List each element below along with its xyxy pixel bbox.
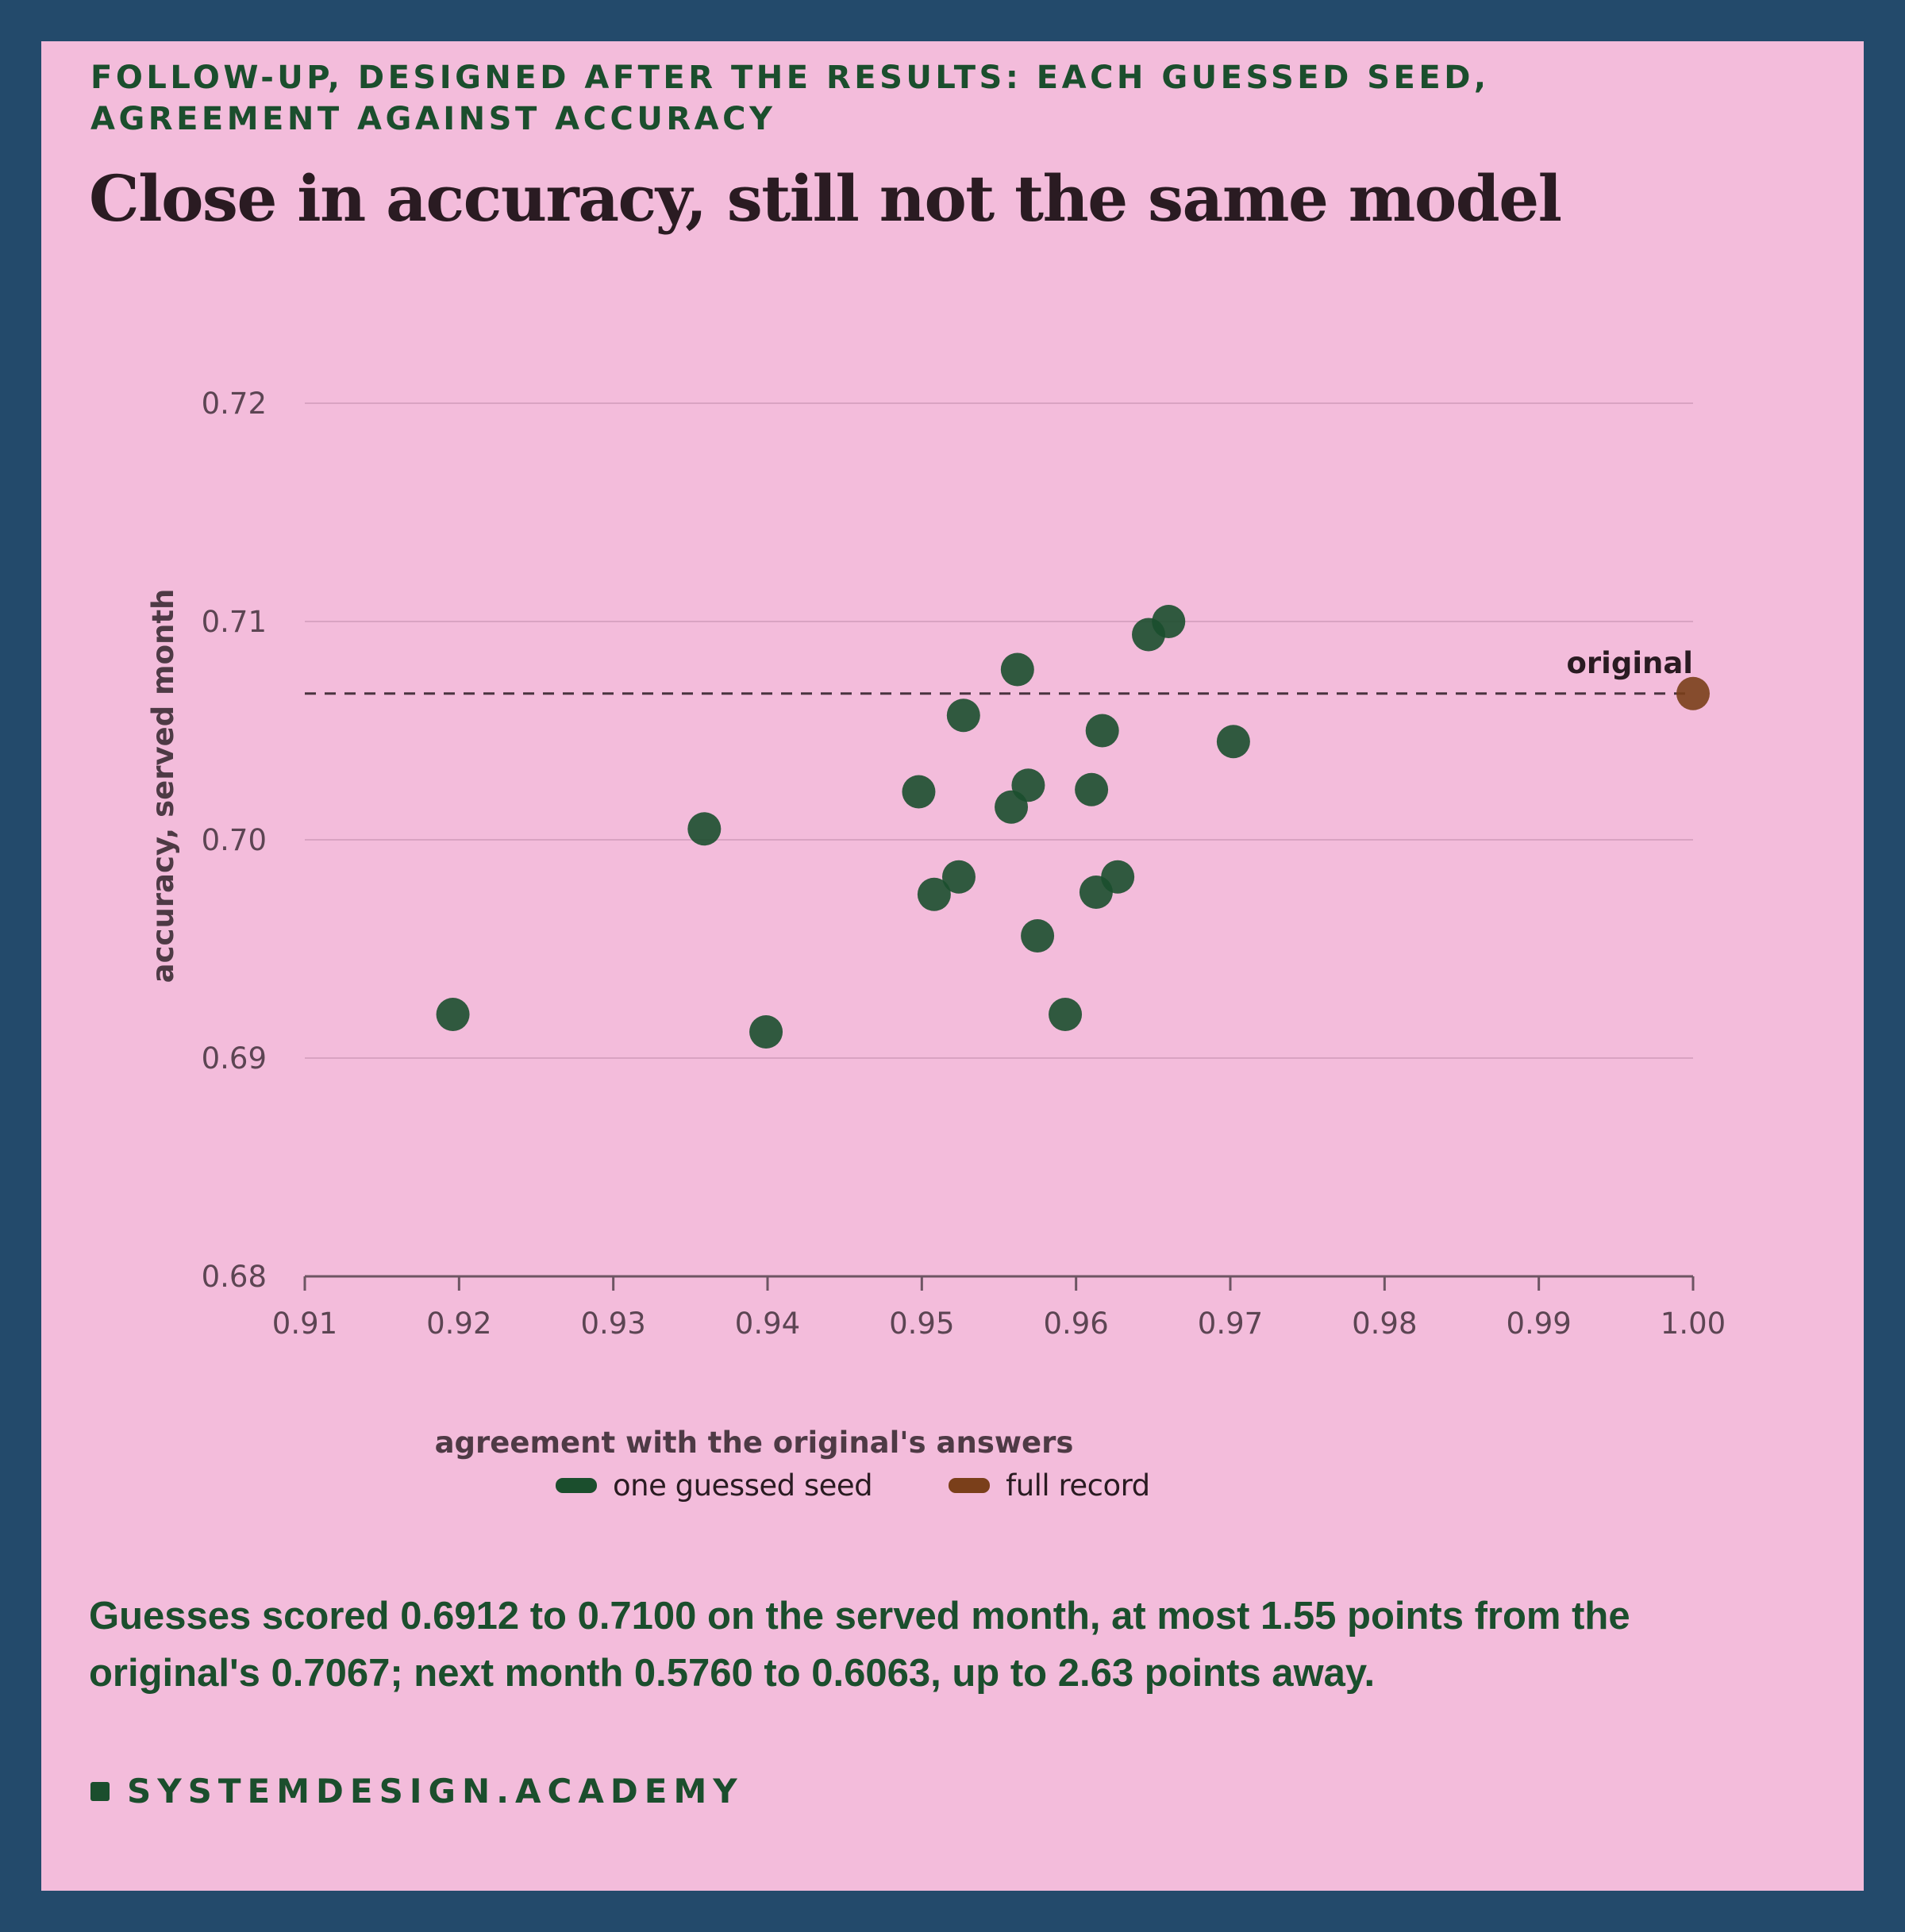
y-tick-label: 0.71: [202, 605, 267, 639]
legend-swatch-full-record: [949, 1478, 991, 1493]
guessed-seed-point: [1011, 768, 1045, 802]
chart-kicker: FOLLOW-UP, DESIGNED AFTER THE RESULTS: E…: [90, 60, 1490, 137]
guessed-seed-point: [687, 812, 722, 846]
guessed-seed-point: [1000, 652, 1034, 687]
x-tick-label: 0.96: [1043, 1307, 1108, 1341]
chart-title: Close in accuracy, still not the same mo…: [89, 161, 1562, 236]
y-axis-title: accuracy, served month: [146, 589, 180, 983]
original-point: [1676, 676, 1710, 710]
y-tick-label: 0.72: [202, 387, 267, 421]
guessed-seed-point: [1101, 860, 1135, 894]
x-tick-label: 0.91: [272, 1307, 337, 1341]
x-tick-label: 0.99: [1506, 1307, 1571, 1341]
brand-square-icon: [90, 1781, 110, 1801]
guessed-seed-point: [749, 1015, 783, 1049]
x-tick-label: 0.92: [426, 1307, 491, 1341]
guessed-seed-point: [1085, 714, 1119, 748]
x-axis-title: agreement with the original's answers: [435, 1426, 1074, 1460]
x-tick-label: 0.93: [580, 1307, 645, 1341]
guessed-seed-point: [1152, 605, 1186, 638]
guessed-seed-point: [436, 998, 470, 1031]
reference-line-label: original: [1566, 646, 1693, 680]
guessed-seed-point: [946, 699, 980, 733]
x-tick-label: 0.98: [1352, 1307, 1417, 1341]
legend-item-full-record: full record: [949, 1468, 1150, 1503]
x-tick-label: 1.00: [1661, 1307, 1726, 1341]
reference-line-group: original: [305, 646, 1693, 695]
legend-item-guessed: one guessed seed: [556, 1468, 873, 1503]
x-tick-label: 0.94: [735, 1307, 800, 1341]
x-tick-label: 0.95: [889, 1307, 954, 1341]
guessed-seed-point: [941, 860, 976, 894]
chart-legend: one guessed seed full record: [556, 1468, 1226, 1503]
guessed-seed-point: [1021, 919, 1055, 953]
y-tick-label: 0.69: [202, 1041, 267, 1076]
y-axis-ticks: 0.68 0.69 0.70 0.71 0.72: [202, 387, 267, 1294]
x-tick-label: 0.97: [1198, 1307, 1263, 1341]
legend-swatch-guessed: [556, 1478, 597, 1493]
y-tick-label: 0.68: [202, 1260, 267, 1294]
guessed-seed-point: [1049, 998, 1083, 1031]
summary-text: Guesses scored 0.6912 to 0.7100 on the s…: [89, 1595, 1630, 1695]
guessed-seed-point: [902, 775, 936, 809]
legend-label-guessed: one guessed seed: [613, 1468, 873, 1503]
scatter-plot: 0.680.690.700.710.72 0.91 0.92 0.93 0.94 0.9…: [146, 387, 1726, 1460]
x-axis-ticks: 0.91 0.92 0.93 0.94 0.95 0.96 0.97 0.98 0.99 1.00: [272, 1276, 1726, 1341]
grid-lines: [305, 402, 1693, 1059]
footer-brand: SYSTEMDESIGN.ACADEMY: [90, 1772, 744, 1811]
y-tick-label: 0.70: [202, 823, 267, 857]
legend-label-full-record: full record: [1006, 1468, 1150, 1503]
chart-card: [41, 41, 1864, 1891]
brand-name: SYSTEMDESIGN.ACADEMY: [127, 1772, 744, 1811]
guessed-seed-point: [1216, 725, 1250, 759]
data-points: [436, 605, 1710, 1049]
guessed-seed-point: [1075, 772, 1109, 806]
guessed-seed-point: [917, 877, 951, 911]
